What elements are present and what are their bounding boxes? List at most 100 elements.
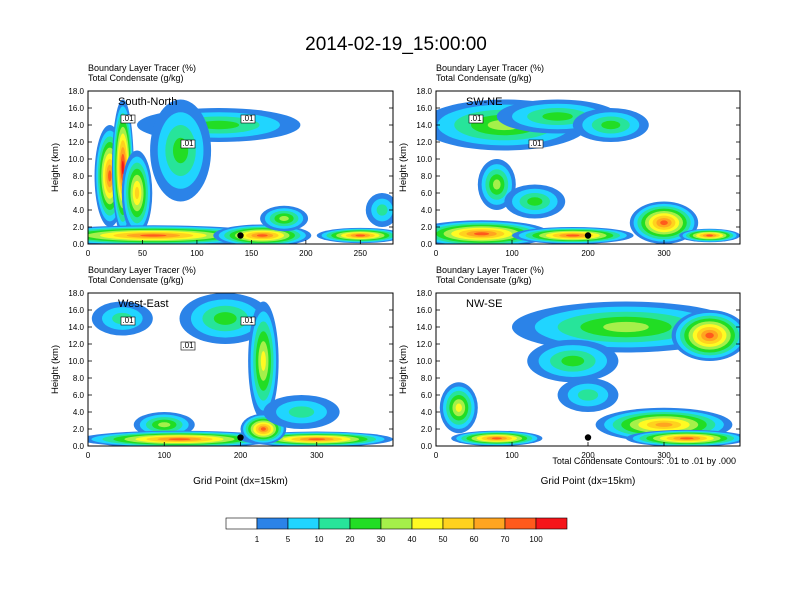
x-tick-label: 300 <box>310 451 324 460</box>
x-tick-label: 250 <box>354 249 368 258</box>
location-marker <box>584 232 592 239</box>
panel-header-line1: Boundary Layer Tracer (%) <box>436 63 544 73</box>
colorbar-label: 1 <box>255 535 260 544</box>
panels-group: Boundary Layer Tracer (%) Total Condensat… <box>50 63 741 487</box>
tracer-blob <box>542 112 573 121</box>
y-tick-label: 0.0 <box>421 442 433 451</box>
y-tick-label: 4.0 <box>421 206 433 215</box>
colorbar-swatch <box>349 517 382 530</box>
y-tick-label: 2.0 <box>421 425 433 434</box>
tracer-blob <box>260 351 266 371</box>
colorbar-swatch <box>256 517 289 530</box>
x-tick-label: 50 <box>138 249 147 258</box>
y-tick-label: 8.0 <box>73 172 85 181</box>
y-tick-label: 8.0 <box>73 374 85 383</box>
y-tick-label: 4.0 <box>421 408 433 417</box>
contour-label: .01 <box>122 316 134 325</box>
contour-label-box <box>240 316 256 326</box>
tracer-blob <box>140 234 167 237</box>
y-axis-label: Height (km) <box>50 143 61 192</box>
y-tick-label: 6.0 <box>73 391 85 400</box>
y-tick-label: 10.0 <box>416 357 432 366</box>
contour-label: .01 <box>242 316 254 325</box>
tracer-blob <box>601 120 621 130</box>
location-marker <box>237 434 244 441</box>
panel-1: Boundary Layer Tracer (%)Total Condensat… <box>398 63 741 258</box>
tracer-blob <box>279 215 289 222</box>
x-tick-label: 300 <box>657 451 671 460</box>
colorbar-label: 70 <box>501 535 510 544</box>
panel-header-line2: Total Condensate (g/kg) <box>88 275 184 285</box>
figure-title: 2014-02-19_15:00:00 <box>305 34 487 55</box>
y-axis-label: Height (km) <box>398 143 409 192</box>
colorbar-swatch <box>535 517 568 530</box>
y-tick-label: 14.0 <box>416 121 432 130</box>
y-tick-label: 18.0 <box>416 289 432 298</box>
panel-label: West-East <box>118 298 169 310</box>
y-tick-label: 16.0 <box>416 104 432 113</box>
panel-0: Boundary Layer Tracer (%)Total Condensat… <box>50 63 394 258</box>
tracer-blob <box>527 197 543 206</box>
y-tick-label: 4.0 <box>73 408 85 417</box>
y-tick-label: 12.0 <box>416 340 432 349</box>
tracer-blob <box>288 406 315 418</box>
x-tick-label: 150 <box>245 249 259 258</box>
y-tick-label: 12.0 <box>68 138 84 147</box>
x-tick-label: 200 <box>299 249 313 258</box>
colorbar-label: 50 <box>439 535 448 544</box>
tracer-blob <box>493 179 501 190</box>
contour-label: .01 <box>530 139 542 148</box>
contour-label-box <box>528 139 544 149</box>
tracer-blob <box>213 312 237 325</box>
y-tick-label: 16.0 <box>416 306 432 315</box>
colorbar-label: 20 <box>346 535 355 544</box>
contour-label-box <box>120 316 136 326</box>
tracer-blob <box>561 355 585 367</box>
x-axis-label: Grid Point (dx=15km) <box>541 476 636 487</box>
x-tick-label: 300 <box>657 249 671 258</box>
tracer-blob <box>705 332 714 339</box>
y-tick-label: 6.0 <box>421 189 433 198</box>
tracer-blob <box>198 120 240 130</box>
contour-label-box <box>240 114 256 124</box>
colorbar-label: 30 <box>377 535 386 544</box>
x-tick-label: 0 <box>86 451 91 460</box>
y-axis-label: Height (km) <box>398 345 409 394</box>
colorbar-label: 5 <box>286 535 291 544</box>
tracer-blob <box>566 234 580 237</box>
x-tick-label: 100 <box>505 249 519 258</box>
tracer-blob <box>308 438 326 441</box>
y-tick-label: 2.0 <box>73 425 85 434</box>
y-tick-label: 16.0 <box>68 104 84 113</box>
y-axis-label: Height (km) <box>50 345 61 394</box>
tracer-field <box>88 99 393 244</box>
tracer-blob <box>680 437 694 440</box>
tracer-blob <box>158 422 171 428</box>
y-tick-label: 14.0 <box>68 323 84 332</box>
panel-label: NW-SE <box>466 298 502 310</box>
contour-label: .01 <box>122 114 134 123</box>
colorbar-swatch <box>411 517 444 530</box>
contour-label-box <box>180 341 196 351</box>
colorbar-label: 10 <box>315 535 324 544</box>
colorbar: 1 5 10 20 30 40 50 60 70 100 <box>225 517 568 544</box>
y-tick-label: 18.0 <box>68 87 84 96</box>
colorbar-label: 100 <box>529 535 543 544</box>
location-marker <box>237 232 244 239</box>
x-tick-label: 100 <box>505 451 519 460</box>
plot-frame <box>87 90 394 245</box>
x-tick-label: 0 <box>86 249 91 258</box>
y-tick-label: 0.0 <box>421 240 433 249</box>
tracer-blob <box>134 186 140 200</box>
contour-label-box <box>180 139 196 149</box>
contour-label: .01 <box>182 139 194 148</box>
y-tick-label: 10.0 <box>68 155 84 164</box>
y-tick-label: 18.0 <box>68 289 84 298</box>
contour-note: Total Condensate Contours: .01 to .01 by… <box>552 456 736 466</box>
tracer-field <box>436 99 740 244</box>
y-tick-label: 8.0 <box>421 172 433 181</box>
panel-header-line1: Boundary Layer Tracer (%) <box>436 265 544 275</box>
tracer-blob <box>355 234 366 237</box>
y-tick-label: 0.0 <box>73 240 85 249</box>
